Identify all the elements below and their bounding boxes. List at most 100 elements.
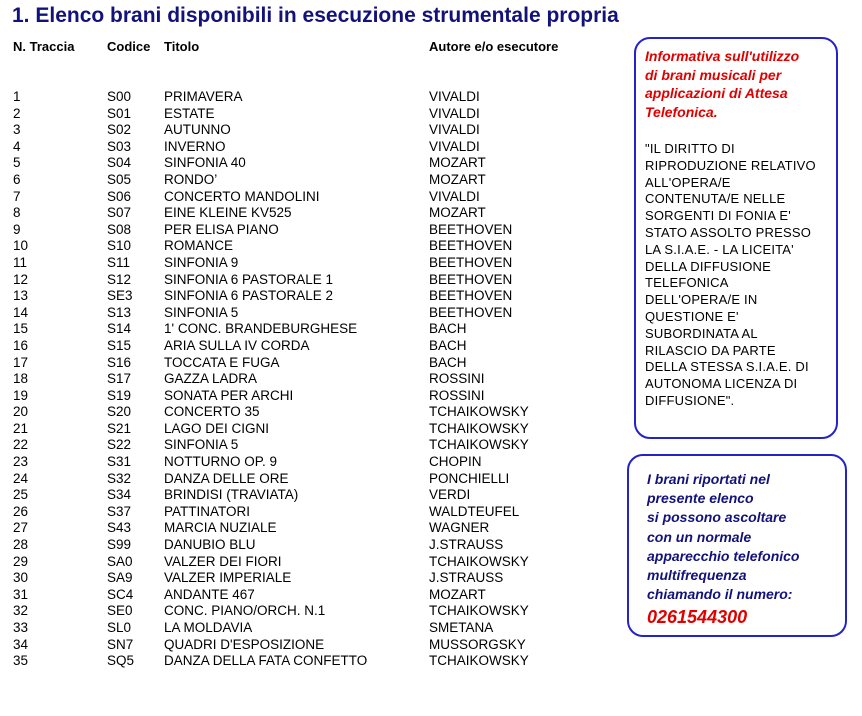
track-author: PONCHIELLI: [429, 470, 510, 486]
info-body-line: DIFFUSIONE".: [645, 392, 735, 408]
track-code: SA0: [107, 553, 133, 569]
track-row: 10 S10 ROMANCE BEETHOVEN: [0, 238, 620, 255]
track-title: PRIMAVERA: [164, 89, 243, 104]
track-row: 16 S15 ARIA SULLA IV CORDA BACH: [0, 338, 620, 355]
track-author: VIVALDI: [429, 122, 480, 138]
track-row: 20 S20 CONCERTO 35 TCHAIKOWSKY: [0, 404, 620, 421]
track-title: EINE KLEINE KV525: [164, 205, 292, 221]
track-author: VIVALDI: [429, 89, 480, 104]
info-body-line: LA S.I.A.E. - LA LICEITA': [645, 241, 794, 257]
track-author: SMETANA: [429, 620, 494, 635]
track-number: 9: [13, 221, 21, 237]
track-row: 18 S17 GAZZA LADRA ROSSINI: [0, 371, 620, 388]
track-author: BEETHOVEN: [429, 288, 513, 304]
track-code: S05: [107, 171, 132, 187]
track-row: 25 S34 BRINDISI (TRAVIATA) VERDI: [0, 487, 620, 504]
track-number: 24: [13, 470, 29, 486]
track-row: 24 S32 DANZA DELLE ORE PONCHIELLI: [0, 471, 620, 488]
track-row: 19 S19 SONATA PER ARCHI ROSSINI: [0, 388, 620, 405]
track-row: 8 S07 EINE KLEINE KV525 MOZART: [0, 205, 620, 222]
track-author: WALDTEUFEL: [429, 503, 520, 519]
track-title: NOTTURNO OP. 9: [164, 454, 278, 470]
track-title: SINFONIA 5: [164, 437, 239, 453]
track-number: 11: [13, 254, 28, 270]
track-author: TCHAIKOWSKY: [429, 420, 529, 436]
info-notice-body: "IL DIRITTO DI RIPRODUZIONE RELATIVO ALL'O…: [645, 141, 828, 410]
track-row: 3 S02 AUTUNNO VIVALDI: [0, 122, 620, 139]
track-title: SINFONIA 6 PASTORALE 1: [164, 271, 334, 287]
track-number: 32: [13, 603, 29, 619]
track-number: 29: [13, 553, 29, 569]
info-notice-box: Informativa sull'utilizzo di brani musica…: [634, 37, 838, 439]
track-title: PATTINATORI: [164, 503, 251, 519]
track-row: 35 SQ5 DANZA DELLA FATA CONFETTO TCHAIKOWSK…: [0, 653, 620, 670]
track-code: S10: [107, 238, 132, 254]
header-title: Titolo: [164, 39, 200, 54]
track-author: BEETHOVEN: [429, 304, 513, 320]
track-author: MOZART: [429, 171, 486, 187]
track-code: S20: [107, 404, 132, 420]
track-code: S04: [107, 155, 132, 171]
track-author: BEETHOVEN: [429, 271, 513, 287]
track-code: S15: [107, 337, 132, 353]
header-author: Autore e/o esecutore: [429, 39, 559, 54]
track-number: 12: [13, 271, 29, 287]
info-body-line: CONTENUTA/E NELLE: [645, 191, 786, 207]
track-author: VIVALDI: [429, 188, 480, 204]
phone-text-line: multifrequenza: [647, 567, 747, 584]
track-number: 5: [13, 155, 21, 171]
track-number: 17: [13, 354, 29, 370]
track-number: 19: [13, 387, 29, 403]
track-number: 6: [13, 171, 21, 187]
track-number: 7: [13, 188, 21, 204]
phone-text-line: apparecchio telefonico: [647, 547, 800, 564]
track-code: S22: [107, 437, 132, 453]
track-title: LA MOLDAVIA: [164, 620, 253, 635]
track-title: SONATA PER ARCHI: [164, 387, 294, 403]
track-row: 30 SA9 VALZER IMPERIALE J.STRAUSS: [0, 570, 620, 587]
track-code: SN7: [107, 636, 134, 652]
track-author: BACH: [429, 337, 467, 353]
track-number: 15: [13, 321, 29, 337]
track-title: CONCERTO 35: [164, 404, 260, 420]
track-title: BRINDISI (TRAVIATA): [164, 487, 299, 503]
track-code: S14: [107, 321, 132, 337]
track-number: 4: [13, 138, 21, 154]
track-code: S19: [107, 387, 132, 403]
track-row: 28 S99 DANUBIO BLU J.STRAUSS: [0, 537, 620, 554]
track-row: 34 SN7 QUADRI D'ESPOSIZIONE MUSSORGSKY: [0, 637, 620, 654]
track-author: MOZART: [429, 586, 486, 602]
info-body-line: RIPRODUZIONE RELATIVO: [645, 157, 816, 173]
track-row: 9 S08 PER ELISA PIANO BEETHOVEN: [0, 222, 620, 239]
track-number: 25: [13, 487, 29, 503]
track-code: S03: [107, 138, 132, 154]
track-code: S17: [107, 371, 132, 387]
info-body-line: RILASCIO DA PARTE: [645, 342, 776, 358]
phone-text-line: presente elenco: [647, 490, 754, 507]
info-notice-heading: Informativa sull'utilizzo di brani musica…: [645, 47, 828, 121]
track-row: 6 S05 RONDO’ MOZART: [0, 172, 620, 189]
track-author: TCHAIKOWSKY: [429, 404, 529, 420]
track-row: 33 SL0 LA MOLDAVIA SMETANA: [0, 620, 620, 637]
track-number: 27: [13, 520, 29, 536]
track-title: 1' CONC. BRANDEBURGHESE: [164, 321, 358, 337]
track-title: QUADRI D'ESPOSIZIONE: [164, 636, 325, 652]
track-row: 32 SE0 CONC. PIANO/ORCH. N.1 TCHAIKOWSKY: [0, 603, 620, 620]
track-row: 4 S03 INVERNO VIVALDI: [0, 139, 620, 156]
phone-info-text: I brani riportati nel presente elenco si p…: [647, 470, 839, 604]
track-row: 7 S06 CONCERTO MANDOLINI VIVALDI: [0, 189, 620, 206]
track-author: MUSSORGSKY: [429, 636, 526, 652]
track-title: VALZER IMPERIALE: [164, 570, 292, 586]
track-title: INVERNO: [164, 138, 226, 154]
track-title: VALZER DEI FIORI: [164, 553, 282, 569]
track-number: 8: [13, 205, 21, 221]
track-author: MOZART: [429, 205, 486, 221]
track-title: SINFONIA 40: [164, 155, 246, 171]
track-code: S43: [107, 520, 132, 536]
track-number: 26: [13, 503, 29, 519]
track-code: SL0: [107, 620, 132, 635]
track-title: RONDO’: [164, 171, 218, 187]
phone-text-line: I brani riportati nel: [647, 471, 770, 487]
track-code: S06: [107, 188, 132, 204]
header-code: Codice: [107, 39, 151, 54]
